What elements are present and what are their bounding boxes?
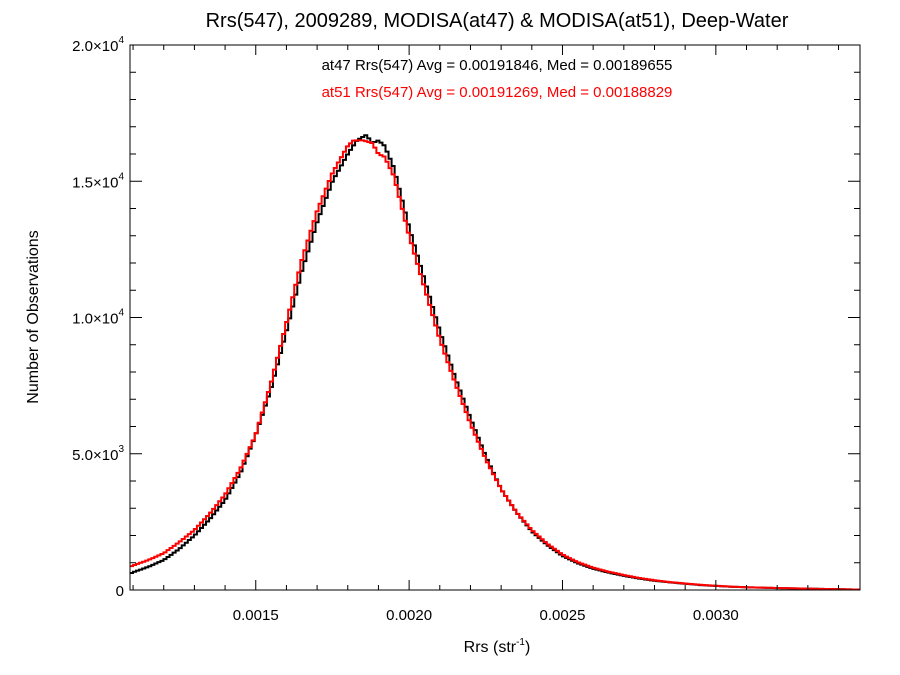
- y-tick-label: 2.0×104: [72, 35, 124, 55]
- plot-frame: [129, 44, 861, 591]
- x-axis-label-sup: -1: [516, 637, 525, 648]
- chart-title: Rrs(547), 2009289, MODISA(at47) & MODISA…: [206, 10, 789, 32]
- x-tick-label: 0.0025: [540, 607, 586, 624]
- ticks-layer: 0.0015 0.0020 0.0025 0.0030 0 5.0×103 1.0×104 1…: [72, 35, 860, 624]
- y-tick-label: 1.5×104: [72, 171, 124, 191]
- y-tick-label: 5.0×103: [72, 444, 124, 464]
- annotation-at51: at51 Rrs(547) Avg = 0.00191269, Med = 0.…: [322, 84, 673, 101]
- series-line-1: [130, 139, 860, 591]
- x-axis-label-close: ): [525, 639, 530, 656]
- y-axis-label: Number of Observations: [25, 230, 42, 403]
- series-layer: [130, 134, 860, 591]
- y-tick-label: 0: [116, 583, 124, 600]
- x-tick-label: 0.0020: [386, 607, 432, 624]
- x-tick-label: 0.0030: [693, 607, 739, 624]
- series-line-0: [130, 134, 860, 591]
- x-tick-label: 0.0015: [233, 607, 279, 624]
- y-tick-label: 1.0×104: [72, 308, 124, 328]
- x-axis-label-main: Rrs (str: [464, 639, 517, 656]
- annotation-at47: at47 Rrs(547) Avg = 0.00191846, Med = 0.…: [322, 57, 673, 74]
- x-axis-label: Rrs (str-1): [464, 637, 531, 656]
